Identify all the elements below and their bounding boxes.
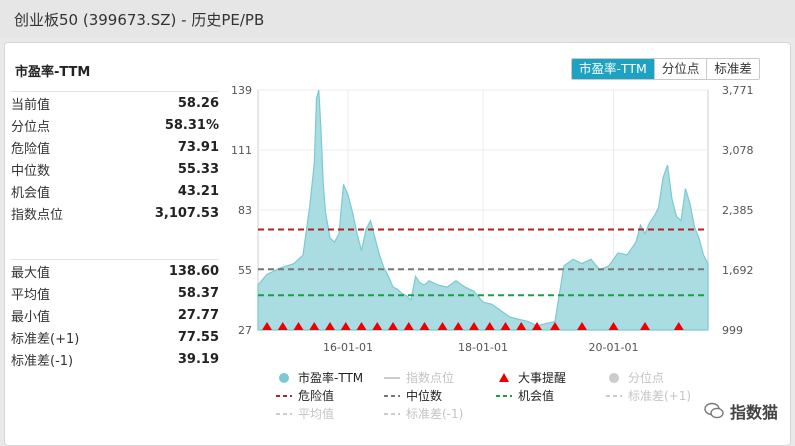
legend-label: 大事提醒 — [518, 370, 566, 385]
event-marker — [388, 322, 398, 330]
right-axis-tick: 3,771 — [722, 84, 754, 97]
stat-value: 138.60 — [168, 263, 219, 279]
stat-value: 55.33 — [177, 161, 219, 177]
stat-row: 分位点 58.31% — [11, 114, 219, 136]
event-marker — [577, 322, 587, 330]
x-tick-label: 18-01-01 — [458, 341, 508, 354]
legend-dot-icon — [609, 373, 619, 383]
event-marker — [340, 322, 351, 330]
event-marker — [640, 322, 650, 330]
left-axis-tick: 27 — [238, 324, 252, 337]
stat-label: 分位点 — [11, 119, 51, 135]
x-tick-label: 20-01-01 — [589, 341, 639, 354]
stat-row: 指数点位 3,107.53 — [11, 202, 219, 224]
legend-label: 危险值 — [298, 388, 334, 403]
event-marker — [550, 322, 560, 330]
event-marker — [262, 322, 272, 330]
event-marker — [673, 322, 684, 330]
stat-value: 3,107.53 — [154, 205, 219, 221]
right-axis-tick: 1,692 — [722, 264, 754, 277]
stat-row: 标准差(+1) 77.55 — [11, 326, 219, 348]
left-axis-tick: 139 — [231, 84, 252, 97]
tab-percentile[interactable]: 分位点 — [653, 59, 707, 79]
stat-row: 当前值 58.26 — [11, 92, 219, 114]
event-marker — [325, 322, 335, 330]
stat-label: 平均值 — [11, 287, 51, 303]
left-axis-tick: 55 — [238, 264, 252, 277]
watermark: 指数猫 — [704, 399, 778, 423]
stat-label: 最大值 — [11, 265, 51, 281]
legend-label: 市盈率-TTM — [298, 370, 363, 385]
window-title-bar: 创业板50 (399673.SZ) - 历史PE/PB — [0, 0, 795, 38]
event-marker — [277, 322, 288, 330]
stats-current: 当前值 58.26 分位点 58.31% 危险值 73.91 中位数 55.33 机会值… — [11, 91, 219, 224]
event-marker — [453, 322, 464, 330]
stat-label: 标准差(+1) — [11, 331, 80, 347]
legend-label: 指数点位 — [406, 370, 454, 385]
stat-label: 标准差(-1) — [11, 353, 74, 369]
x-tick-label: 16-01-01 — [323, 341, 373, 354]
legend-dot-icon — [279, 373, 289, 383]
event-marker — [516, 322, 527, 330]
stat-row: 危险值 73.91 — [11, 136, 219, 158]
stat-value: 58.31% — [164, 117, 219, 133]
legend-label: 标准差(+1) — [628, 389, 691, 403]
left-axis-tick: 111 — [231, 144, 252, 157]
right-axis-tick: 2,385 — [722, 204, 754, 217]
legend-label: 标准差(-1) — [406, 407, 463, 421]
stat-row: 中位数 55.33 — [11, 158, 219, 180]
tab-std-dev[interactable]: 标准差 — [706, 59, 759, 79]
event-marker — [437, 322, 448, 330]
event-marker — [532, 322, 542, 330]
stat-row: 机会值 43.21 — [11, 180, 219, 202]
watermark-text: 指数猫 — [729, 403, 778, 422]
stat-label: 机会值 — [11, 185, 51, 201]
event-marker — [608, 322, 619, 330]
legend-label: 分位点 — [628, 370, 664, 385]
event-marker — [372, 322, 383, 330]
legend-label: 平均值 — [298, 406, 334, 421]
event-marker — [403, 322, 414, 330]
event-marker — [500, 322, 511, 330]
stat-value: 77.55 — [177, 329, 219, 345]
right-axis-tick: 999 — [722, 324, 743, 337]
left-axis-tick: 83 — [238, 204, 252, 217]
legend-label: 中位数 — [406, 388, 442, 403]
metric-tabs: 市盈率-TTM 分位点 标准差 — [571, 58, 760, 80]
stat-value: 27.77 — [177, 307, 219, 323]
stat-row: 平均值 58.37 — [11, 282, 219, 304]
stat-label: 中位数 — [11, 163, 51, 179]
stat-value: 39.19 — [177, 351, 219, 367]
stat-value: 58.26 — [177, 95, 219, 111]
panel-title: 市盈率-TTM — [15, 65, 91, 80]
stat-value: 73.91 — [177, 139, 219, 155]
stat-label: 指数点位 — [11, 207, 64, 223]
wechat-icon — [704, 402, 724, 419]
stat-value: 43.21 — [177, 183, 219, 199]
tab-pe-ttm[interactable]: 市盈率-TTM — [572, 59, 654, 79]
event-marker — [469, 322, 479, 330]
legend-label: 机会值 — [518, 388, 554, 403]
stat-row: 最大值 138.60 — [11, 260, 219, 282]
event-marker — [309, 322, 320, 330]
legend-triangle-icon — [499, 373, 509, 382]
stat-label: 危险值 — [11, 141, 51, 157]
event-marker — [293, 322, 304, 330]
stat-label: 当前值 — [11, 97, 51, 113]
event-marker — [484, 322, 495, 330]
stats-history: 最大值 138.60 平均值 58.37 最小值 27.77 标准差(+1) 77.55… — [11, 259, 219, 370]
stat-row: 标准差(-1) 39.19 — [11, 348, 219, 370]
stat-label: 最小值 — [11, 309, 51, 325]
right-axis-tick: 3,078 — [722, 144, 754, 157]
event-marker — [356, 322, 367, 330]
event-marker — [419, 322, 430, 330]
window-title: 创业板50 (399673.SZ) - 历史PE/PB — [14, 11, 265, 29]
stat-row: 最小值 27.77 — [11, 304, 219, 326]
stat-value: 58.37 — [177, 285, 219, 301]
